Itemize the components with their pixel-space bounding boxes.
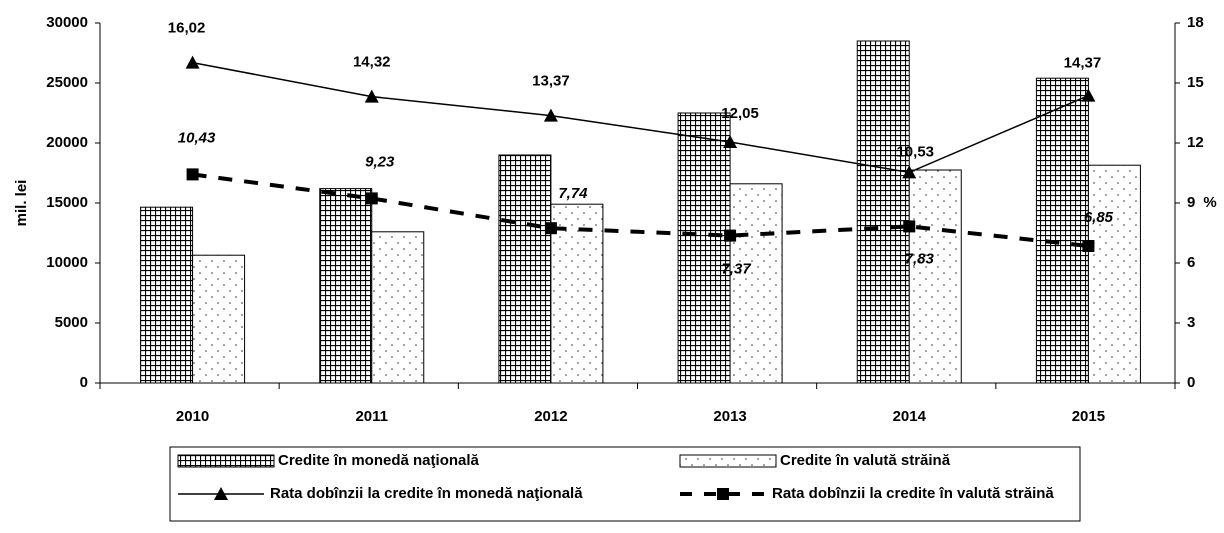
bar xyxy=(498,154,552,384)
legend-swatch xyxy=(177,454,275,468)
line-marker xyxy=(724,229,737,242)
y-tick-label: 0 xyxy=(80,374,88,391)
y2-tick-label: 0 xyxy=(1187,374,1195,391)
x-tick-label: 2010 xyxy=(176,408,209,425)
legend-marker xyxy=(717,488,729,500)
legend-marker xyxy=(214,487,228,500)
y-tick-label: 10000 xyxy=(46,254,88,271)
bar xyxy=(1087,164,1141,384)
line-marker xyxy=(365,192,378,205)
line-marker xyxy=(902,165,917,179)
bar xyxy=(677,112,731,384)
x-tick-label: 2014 xyxy=(893,408,927,425)
line xyxy=(192,61,1089,174)
bar xyxy=(371,231,425,384)
line-marker xyxy=(364,89,379,103)
line-marker xyxy=(1081,88,1096,102)
bar xyxy=(908,169,962,384)
legend-label: Rata dobînzii la credite în valută străi… xyxy=(772,485,1054,502)
line xyxy=(192,172,1089,248)
bar xyxy=(550,203,604,384)
y-axis-label: mil. lei xyxy=(13,180,30,227)
legend-box xyxy=(169,446,1081,522)
legend-label: Credite în valută străină xyxy=(780,452,951,469)
line-marker xyxy=(544,222,557,235)
line-marker xyxy=(186,168,199,181)
x-tick-label: 2013 xyxy=(713,408,746,425)
line-marker xyxy=(903,220,916,233)
line-marker xyxy=(723,135,738,148)
y-tick-label: 5000 xyxy=(55,314,88,331)
data-label: 12,05 xyxy=(721,105,759,122)
data-label: 7,37 xyxy=(721,261,751,278)
y2-tick-label: 9 xyxy=(1187,194,1195,211)
y-tick-label: 15000 xyxy=(46,194,88,211)
bar xyxy=(319,188,373,384)
y2-axis-label: % xyxy=(1203,194,1216,211)
legend-label: Rata dobînzii la credite în monedă naţio… xyxy=(270,485,583,502)
data-label: 14,32 xyxy=(353,54,391,71)
bar xyxy=(140,206,194,384)
y2-tick-label: 12 xyxy=(1187,134,1204,151)
bar xyxy=(856,40,910,384)
y2-tick-label: 3 xyxy=(1187,314,1195,331)
data-label: 16,02 xyxy=(168,20,206,37)
data-label: 7,74 xyxy=(558,185,588,202)
data-label: 10,43 xyxy=(178,129,216,146)
data-label: 10,53 xyxy=(896,143,934,160)
legend-label: Credite în monedă naţională xyxy=(278,452,480,469)
y-tick-label: 20000 xyxy=(46,134,88,151)
data-label: 14,37 xyxy=(1064,55,1102,72)
bar xyxy=(192,254,246,384)
x-tick-label: 2012 xyxy=(534,408,567,425)
x-tick-label: 2015 xyxy=(1072,408,1105,425)
data-label: 6,85 xyxy=(1084,209,1114,226)
y-tick-label: 25000 xyxy=(46,74,88,91)
x-tick-label: 2011 xyxy=(355,408,388,425)
y2-tick-label: 6 xyxy=(1187,254,1195,271)
bar xyxy=(1035,77,1089,384)
legend-swatch xyxy=(679,454,777,468)
y-tick-label: 30000 xyxy=(46,14,88,31)
data-label: 13,37 xyxy=(532,73,570,90)
data-label: 9,23 xyxy=(365,153,395,170)
line-marker xyxy=(1082,240,1095,252)
data-label: 7,83 xyxy=(905,250,935,267)
y2-tick-label: 15 xyxy=(1187,74,1204,91)
line-marker xyxy=(543,108,558,122)
line-marker xyxy=(185,55,200,69)
y2-tick-label: 18 xyxy=(1187,14,1204,31)
bar xyxy=(729,183,783,384)
